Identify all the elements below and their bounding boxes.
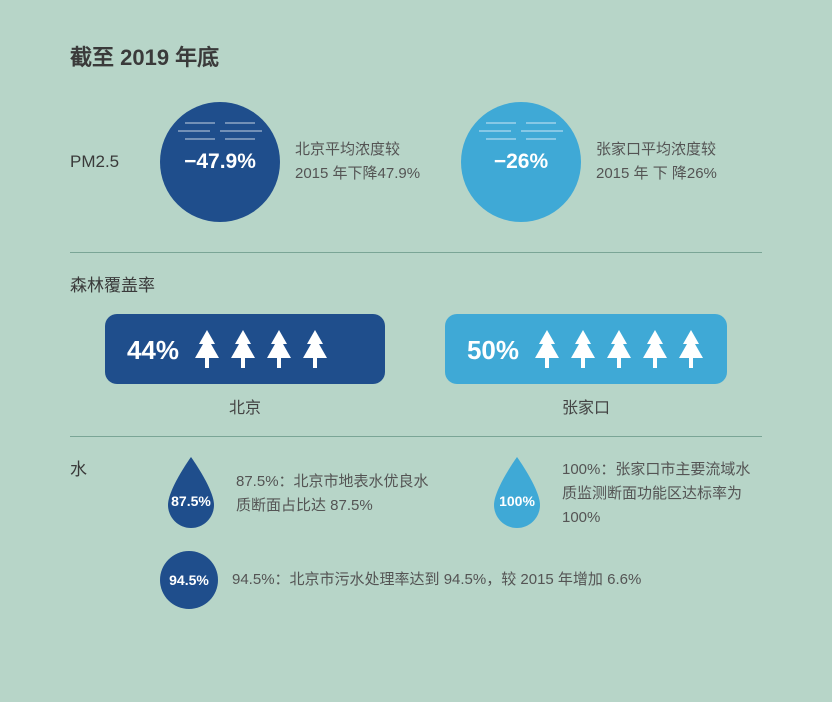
water-desc-beijing: 87.5%：北京市地表水优良水质断面占比达 87.5% [236,470,436,518]
water-desc-sewage: 94.5%：北京市污水处理率达到 94.5%，较 2015 年增加 6.6% [232,568,641,592]
water-item-beijing: 87.5% 87.5%：北京市地表水优良水质断面占比达 87.5% [160,455,436,533]
drop-icon-dark: 87.5% [160,455,222,533]
pm25-desc-zjk: 张家口平均浓度较 2015 年 下 降26% [596,138,722,186]
water-item-zjk: 100% 100%：张家口市主要流域水质监测断面功能区达标率为 100% [486,455,762,533]
pm25-value-beijing: −47.9% [184,150,256,174]
water-desc-zjk: 100%：张家口市主要流域水质监测断面功能区达标率为 100% [562,458,762,530]
tree-icon [641,330,669,370]
page-title: 截至 2019 年底 [70,40,762,72]
forest-city-beijing: 北京 [229,394,261,418]
drop-value-beijing: 87.5% [171,493,211,509]
forest-section: 44% 北京 50% 张家口 [70,314,762,418]
wave-icon [160,120,280,144]
forest-value-beijing: 44% [127,335,179,366]
tree-icon [265,330,293,370]
tree-icon [677,330,705,370]
water-item-sewage: 94.5% 94.5%：北京市污水处理率达到 94.5%，较 2015 年增加 … [160,551,762,609]
pm25-item-beijing: −47.9% 北京平均浓度较 2015 年下降47.9% [160,102,421,222]
circle-value: 94.5% [169,572,209,588]
tree-icon [533,330,561,370]
drop-icon-light: 100% [486,455,548,533]
pm25-circle-beijing: −47.9% [160,102,280,222]
water-label: 水 [70,455,160,609]
circle-icon: 94.5% [160,551,218,609]
forest-card-beijing: 44% [105,314,385,384]
pm25-circle-zjk: −26% [461,102,581,222]
forest-block-beijing: 44% 北京 [105,314,385,418]
pm25-label: PM2.5 [70,152,160,172]
pm25-section: PM2.5 −47.9% 北京平均浓度较 2015 年下降47.9% [70,102,762,222]
forest-card-zjk: 50% [445,314,727,384]
forest-city-zjk: 张家口 [562,394,610,418]
divider [70,436,762,437]
drop-value-zjk: 100% [499,493,535,509]
wave-icon [461,120,581,144]
tree-icon [193,330,221,370]
tree-row-beijing [193,330,329,370]
pm25-item-zjk: −26% 张家口平均浓度较 2015 年 下 降26% [461,102,722,222]
tree-icon [569,330,597,370]
forest-value-zjk: 50% [467,335,519,366]
tree-icon [229,330,257,370]
pm25-desc-beijing: 北京平均浓度较 2015 年下降47.9% [295,138,421,186]
forest-label: 森林覆盖率 [70,271,762,296]
pm25-value-zjk: −26% [494,150,548,174]
tree-icon [605,330,633,370]
forest-block-zjk: 50% 张家口 [445,314,727,418]
divider [70,252,762,253]
tree-row-zjk [533,330,705,370]
tree-icon [301,330,329,370]
water-section: 水 87.5% 87.5%：北京市地表水优良水质断面占比达 87.5% 100%… [70,455,762,609]
